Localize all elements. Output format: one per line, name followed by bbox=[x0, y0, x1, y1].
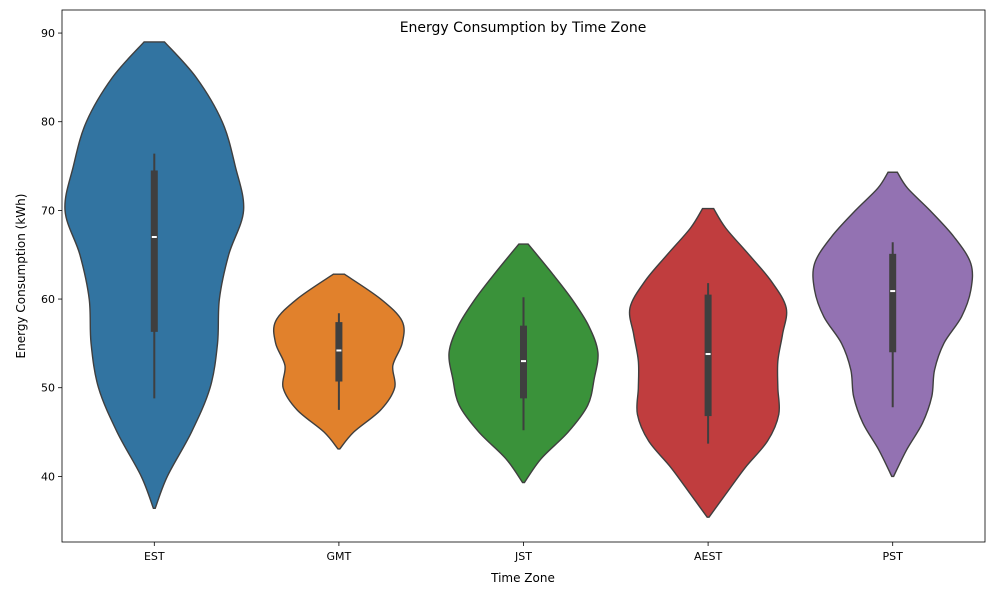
x-tick-label-aest: AEST bbox=[694, 550, 722, 563]
x-tick-label-gmt: GMT bbox=[327, 550, 352, 563]
violin-jst bbox=[448, 243, 599, 484]
violin-pst bbox=[812, 171, 974, 478]
y-axis: 40 50 60 70 80 90 bbox=[41, 27, 62, 483]
x-axis: EST GMT JST AEST PST bbox=[144, 542, 903, 563]
violin-est bbox=[64, 41, 245, 510]
x-tick-label-jst: JST bbox=[514, 550, 532, 563]
x-tick-label-est: EST bbox=[144, 550, 165, 563]
violin-gmt bbox=[272, 273, 405, 450]
violin-aest bbox=[628, 207, 788, 518]
iqr-box-gmt bbox=[335, 322, 343, 382]
y-tick-label: 80 bbox=[41, 116, 55, 129]
iqr-box-pst bbox=[889, 253, 897, 353]
chart-title: Energy Consumption by Time Zone bbox=[400, 20, 647, 36]
x-axis-label: Time Zone bbox=[490, 571, 555, 585]
y-tick-label: 90 bbox=[41, 27, 55, 40]
y-tick-label: 60 bbox=[41, 293, 55, 306]
iqr-box-aest bbox=[704, 294, 712, 417]
y-axis-label: Energy Consumption (kWh) bbox=[14, 194, 28, 359]
y-tick-label: 50 bbox=[41, 382, 55, 395]
y-tick-label: 70 bbox=[41, 204, 55, 217]
y-tick-label: 40 bbox=[41, 470, 55, 483]
violins-layer bbox=[64, 41, 974, 518]
x-tick-label-pst: PST bbox=[883, 550, 904, 563]
iqr-box-est bbox=[150, 170, 158, 332]
